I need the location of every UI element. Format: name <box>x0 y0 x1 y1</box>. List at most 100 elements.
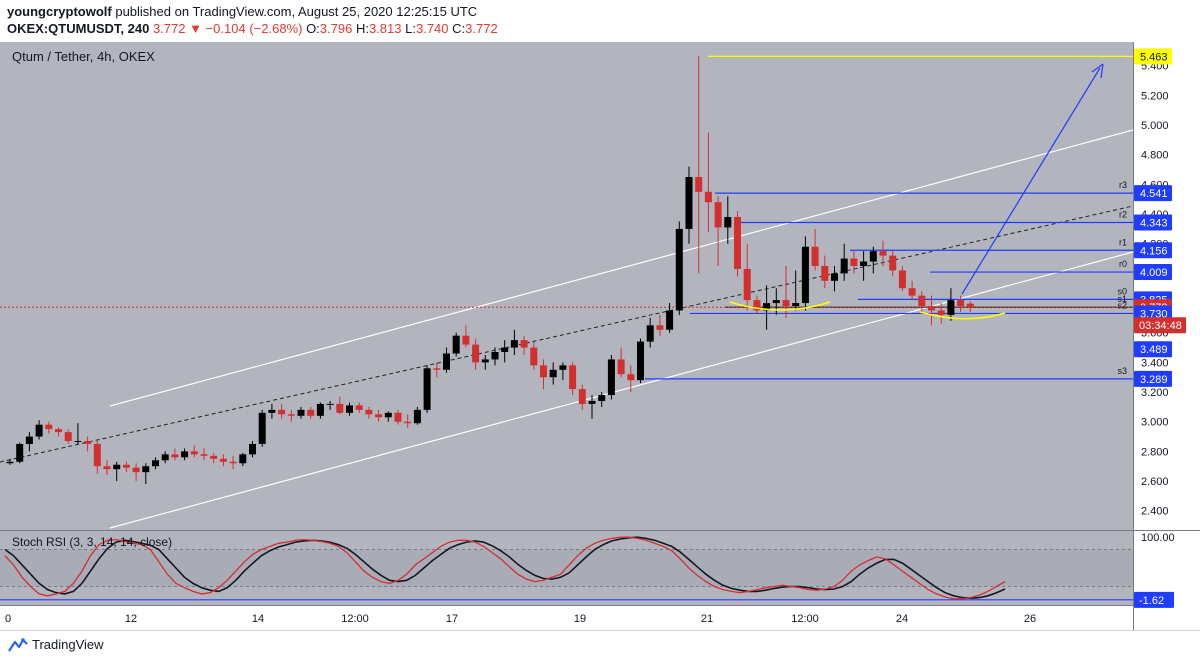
candle-body <box>355 405 363 410</box>
price-tag-label: 4.009 <box>1140 267 1168 279</box>
support-curve-1 <box>729 301 831 311</box>
candle-body <box>462 335 470 345</box>
candle-body <box>74 441 82 443</box>
candle-body <box>860 261 868 266</box>
target-arrow-shaft <box>961 67 1101 295</box>
channel-layer <box>0 129 1134 529</box>
target-arrow-head <box>1091 63 1104 79</box>
candle-body <box>540 365 547 378</box>
candle-body <box>695 176 703 192</box>
price-tag-label: 4.156 <box>1140 245 1168 257</box>
open-value: 3.796 <box>319 21 353 36</box>
low-value: 3.740 <box>415 21 449 36</box>
candle-body <box>336 403 344 413</box>
candle-body <box>375 414 383 418</box>
candle-body <box>947 300 955 315</box>
price-axis-bg <box>1133 42 1200 630</box>
price-tag-label: 3.289 <box>1140 374 1168 386</box>
candle-body <box>724 217 732 228</box>
time-tick-label: 0 <box>5 613 11 625</box>
candle-body <box>45 424 53 430</box>
low-label: L: <box>405 21 416 36</box>
stoch-value-label: -1.62 <box>1139 595 1164 607</box>
candle-body <box>346 405 353 413</box>
candle-body <box>617 359 625 375</box>
candle-body <box>55 429 62 433</box>
channel-upper-line <box>109 129 1134 407</box>
countdown-box <box>1134 317 1186 334</box>
candle-body <box>704 191 712 203</box>
candle-body <box>627 374 635 381</box>
candle-body <box>316 403 324 416</box>
candle-body <box>782 300 790 307</box>
candle-body <box>889 255 897 271</box>
candle-body <box>598 395 606 401</box>
support-curve-2 <box>919 311 1006 320</box>
candle-body <box>443 353 450 370</box>
candle-body <box>530 347 538 366</box>
stoch-k-line <box>4 536 1006 600</box>
close-label: C: <box>452 21 466 36</box>
candle-body <box>840 258 848 274</box>
candle-body <box>84 441 92 444</box>
channel-lower-line <box>109 251 1134 529</box>
price-tag-label: 4.343 <box>1140 218 1168 230</box>
indicator-layer: Stoch RSI (3, 3, 14, 14, close) 100.00 -1.… <box>0 532 1175 608</box>
channel-mid-line <box>0 205 1134 463</box>
candle-body <box>190 451 198 455</box>
candle-body <box>142 466 150 473</box>
price-tag-label: 3.489 <box>1140 344 1168 356</box>
pivot-label-r0: r0 <box>1119 259 1127 269</box>
candle-body <box>821 265 829 281</box>
chart-title: Qtum / Tether, 4h, OKEX <box>12 49 155 64</box>
candle-body <box>452 335 460 354</box>
candle-body <box>64 432 72 442</box>
candle-body <box>898 270 906 289</box>
candle-body <box>103 466 111 470</box>
time-tick-label: 19 <box>574 613 586 625</box>
candle-body <box>675 228 683 311</box>
candle-body <box>549 369 557 378</box>
candle-body <box>6 461 14 464</box>
price-tick-label: 5.000 <box>1141 120 1169 132</box>
candle-body <box>918 295 926 307</box>
high-label: H: <box>355 21 369 36</box>
price-tag-box <box>1134 242 1172 259</box>
annotations-layer <box>708 55 1133 320</box>
time-axis-bg <box>0 605 1133 630</box>
stoch-d-line <box>4 536 1006 600</box>
time-tick-label: 12:00 <box>791 613 819 625</box>
time-tick-label: 24 <box>896 613 908 625</box>
candle-body <box>258 412 266 444</box>
candle-body <box>481 359 489 363</box>
symbol-quote: OKEX:QTUMUSDT, 240 3.772 ▼ −0.104 (−2.68… <box>7 21 498 36</box>
symbol-name: OKEX:QTUMUSDT, 240 <box>7 21 150 36</box>
last-price: 3.772 <box>152 21 186 36</box>
candle-body <box>200 454 208 456</box>
candle-body <box>801 246 809 304</box>
candle-body <box>928 306 935 311</box>
author-name[interactable]: youngcryptowolf <box>7 4 112 19</box>
price-tag-box <box>1134 341 1172 358</box>
candle-body <box>161 454 169 461</box>
candle-body <box>404 421 412 424</box>
tradingview-logo-icon[interactable] <box>8 638 28 652</box>
candle-body <box>278 409 286 415</box>
candle-body <box>171 454 179 458</box>
candle-body <box>132 467 140 473</box>
publish-date: published on TradingView.com, August 25,… <box>115 4 478 19</box>
candle-body <box>93 443 101 467</box>
price-tag-box <box>1134 264 1172 281</box>
publish-info: youngcryptowolf published on TradingView… <box>7 4 477 19</box>
pivot-label-s3: s3 <box>1117 366 1127 376</box>
candle-body <box>326 403 334 405</box>
candle-body <box>25 436 33 444</box>
candle-body <box>423 368 431 410</box>
price-tags-layer: 5.4634.5414.3434.1564.0093.8253.7723.730… <box>1134 48 1186 387</box>
price-tick-label: 4.800 <box>1141 150 1169 162</box>
candle-body <box>520 340 528 348</box>
price-tick-label: 3.400 <box>1141 357 1169 369</box>
